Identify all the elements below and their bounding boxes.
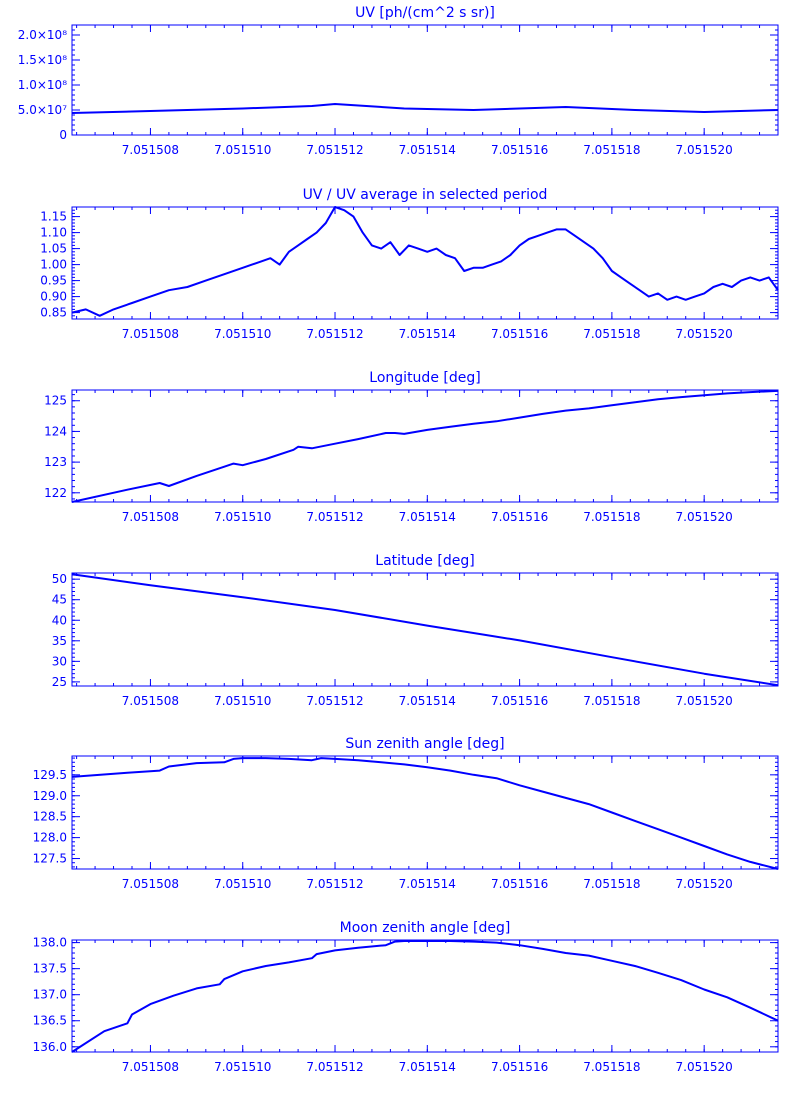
y-tick-label: 125 [44,394,67,408]
x-tick-label: 7.051520 [676,877,733,891]
y-tick-label: 127.5 [33,852,67,866]
x-tick-label: 7.051510 [214,143,271,157]
x-tick-label: 7.051520 [676,327,733,341]
y-tick-label: 124 [44,424,67,438]
x-tick-label: 7.051508 [122,510,179,524]
y-tick-label: 35 [52,634,67,648]
x-tick-label: 7.051512 [306,1060,363,1074]
x-tick-label: 7.051508 [122,1060,179,1074]
x-tick-label: 7.051508 [122,694,179,708]
plot-frame [71,572,779,687]
y-tick-label: 1.00 [40,258,67,272]
chart-title: Moon zenith angle [deg] [340,920,511,936]
x-tick-label: 7.051516 [491,143,548,157]
plot-frame [71,206,779,320]
y-tick-label: 25 [52,675,67,689]
x-tick-label: 7.051520 [676,1060,733,1074]
x-tick-label: 7.051510 [214,1060,271,1074]
y-tick-label: 1.5×10⁸ [18,53,67,67]
y-tick-label: 0.90 [40,290,67,304]
x-tick-label: 7.051520 [676,143,733,157]
y-tick-label: 129.0 [33,789,67,803]
series-line [71,757,779,870]
y-tick-label: 1.15 [40,210,67,224]
x-tick-label: 7.051518 [583,694,640,708]
x-tick-label: 7.051510 [214,510,271,524]
x-tick-label: 7.051512 [306,143,363,157]
x-tick-label: 7.051512 [306,327,363,341]
x-tick-label: 7.051512 [306,694,363,708]
x-tick-label: 7.051518 [583,510,640,524]
x-tick-label: 7.051520 [676,510,733,524]
y-tick-label: 40 [52,613,67,627]
y-tick-label: 136.5 [33,1014,67,1028]
y-tick-label: 137.0 [33,988,67,1002]
x-tick-label: 7.051514 [399,510,456,524]
y-tick-label: 0.95 [40,274,67,288]
x-tick-label: 7.051514 [399,143,456,157]
y-tick-label: 128.5 [33,810,67,824]
x-tick-label: 7.051510 [214,694,271,708]
y-tick-label: 0.85 [40,306,67,320]
x-tick-label: 7.051516 [491,327,548,341]
y-tick-label: 45 [52,593,67,607]
chart-panel-2: UV / UV average in selected period 7.0515… [40,187,779,341]
y-tick-label: 122 [44,486,67,500]
chart-title: Longitude [deg] [369,370,480,386]
plot-frame [71,939,779,1053]
series-line [71,206,779,317]
x-tick-label: 7.051518 [583,327,640,341]
x-tick-label: 7.051514 [399,694,456,708]
x-tick-label: 7.051518 [583,877,640,891]
x-tick-label: 7.051520 [676,694,733,708]
x-tick-label: 7.051508 [122,143,179,157]
chart-panel-3: Longitude [deg] 7.051508 7.051510 7.051512 7… [44,370,779,524]
chart-title: UV [ph/(cm^2 s sr)] [355,5,495,21]
chart-title: Sun zenith angle [deg] [345,736,504,752]
y-tick-label: 1.05 [40,242,67,256]
y-tick-label: 5.0×10⁷ [18,103,67,117]
plot-frame [71,755,779,870]
x-tick-label: 7.051516 [491,877,548,891]
y-tick-label: 50 [52,572,67,586]
x-tick-label: 7.051514 [399,1060,456,1074]
x-tick-label: 7.051516 [491,1060,548,1074]
y-tick-label: 138.0 [33,936,67,950]
chart-panel-1: UV [ph/(cm^2 s sr)] 7.051508 7.051510 7.051… [18,5,779,157]
y-tick-label: 0 [59,128,67,142]
series-line [71,940,779,1053]
y-tick-label: 137.5 [33,962,67,976]
x-tick-label: 7.051514 [399,877,456,891]
x-tick-label: 7.051510 [214,327,271,341]
plot-frame [71,24,779,136]
y-tick-label: 1.0×10⁸ [18,78,67,92]
x-tick-label: 7.051514 [399,327,456,341]
x-tick-label: 7.051508 [122,327,179,341]
chart-panel-4: Latitude [deg] 7.051508 7.051510 7.051512 7.… [52,553,779,708]
y-tick-label: 136.0 [33,1040,67,1054]
y-tick-label: 128.0 [33,831,67,845]
chart-title: UV / UV average in selected period [303,187,548,203]
series-line [71,573,779,687]
x-tick-label: 7.051512 [306,510,363,524]
x-tick-label: 7.051518 [583,143,640,157]
y-tick-label: 1.10 [40,226,67,240]
y-tick-label: 2.0×10⁸ [18,28,67,42]
x-tick-label: 7.051516 [491,694,548,708]
x-tick-label: 7.051516 [491,510,548,524]
y-tick-label: 129.5 [33,768,67,782]
x-tick-label: 7.051518 [583,1060,640,1074]
x-tick-label: 7.051510 [214,877,271,891]
chart-title: Latitude [deg] [375,553,474,569]
chart-panel-6: Moon zenith angle [deg] 7.051508 7.051510 7… [33,920,779,1074]
chart-panel-5: Sun zenith angle [deg] 7.051508 7.051510 7.… [33,736,779,891]
x-tick-label: 7.051512 [306,877,363,891]
plot-frame [71,389,779,503]
series-line [71,103,779,114]
series-line [71,389,779,503]
x-tick-label: 7.051508 [122,877,179,891]
y-tick-label: 123 [44,455,67,469]
y-tick-label: 30 [52,654,67,668]
